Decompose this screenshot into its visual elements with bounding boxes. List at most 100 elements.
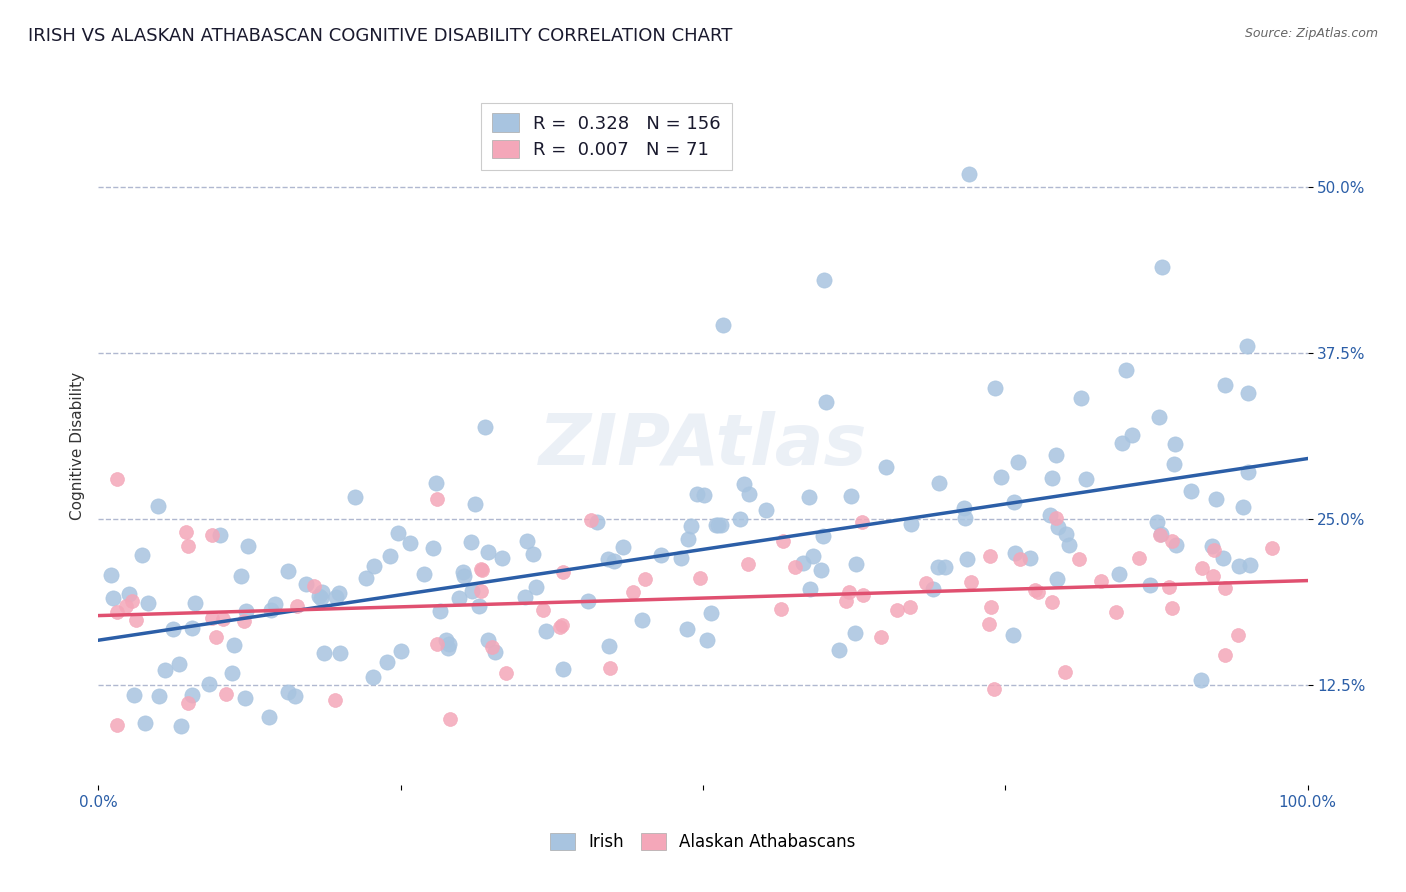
Point [1236,339,1258,353]
Point [439,712,461,726]
Point [302,579,325,593]
Point [1160,600,1182,615]
Point [481,640,503,654]
Point [378,549,401,564]
Point [799,491,821,505]
Point [1166,538,1188,552]
Point [612,540,634,554]
Point [1057,537,1080,551]
Point [755,503,778,517]
Point [1026,585,1049,599]
Point [1108,566,1130,581]
Point [204,630,226,644]
Point [852,588,875,602]
Point [453,569,475,583]
Point [363,559,385,574]
Point [221,666,243,681]
Legend: Irish, Alaskan Athabascans: Irish, Alaskan Athabascans [544,827,862,858]
Point [343,490,366,504]
Point [308,589,330,603]
Point [1004,546,1026,560]
Point [671,550,693,565]
Point [264,598,287,612]
Point [960,575,983,590]
Point [121,594,143,608]
Point [136,596,159,610]
Point [162,622,184,636]
Point [522,547,544,561]
Point [232,615,254,629]
Point [238,539,260,553]
Point [710,517,733,532]
Point [1115,363,1137,377]
Point [851,515,873,529]
Point [329,646,352,660]
Point [101,591,124,606]
Point [413,566,436,581]
Point [990,470,1012,484]
Point [813,273,835,287]
Point [738,487,761,501]
Point [534,624,557,639]
Point [811,529,834,543]
Point [1149,409,1171,424]
Point [839,489,862,503]
Point [491,551,513,566]
Point [169,657,191,671]
Text: IRISH VS ALASKAN ATHABASCAN COGNITIVE DISABILITY CORRELATION CHART: IRISH VS ALASKAN ATHABASCAN COGNITIVE DI… [28,27,733,45]
Point [835,594,858,608]
Point [1261,541,1284,556]
Point [389,644,412,658]
Point [375,655,398,669]
Point [1213,581,1236,595]
Point [148,689,170,703]
Point [585,516,607,530]
Point [1139,577,1161,591]
Point [704,518,727,533]
Point [1008,552,1031,566]
Point [1152,260,1174,274]
Point [686,487,709,501]
Point [1039,508,1062,522]
Point [1053,665,1076,679]
Point [678,532,700,546]
Point [471,564,494,578]
Point [229,569,252,583]
Point [1090,574,1112,589]
Point [1191,560,1213,574]
Point [1212,550,1234,565]
Point [1002,495,1025,509]
Point [1146,515,1168,529]
Point [1213,378,1236,392]
Point [235,690,257,705]
Point [422,541,444,555]
Point [434,633,457,648]
Point [711,318,734,332]
Point [927,560,949,574]
Point [125,613,148,627]
Point [1236,465,1258,479]
Point [1189,673,1212,688]
Point [1201,539,1223,553]
Point [1232,500,1254,514]
Point [1040,470,1063,484]
Point [1227,559,1250,574]
Point [1105,605,1128,619]
Point [551,618,574,632]
Point [792,556,814,570]
Point [1121,427,1143,442]
Point [277,685,299,699]
Point [1180,484,1202,499]
Point [1213,648,1236,662]
Point [257,710,280,724]
Point [979,549,1001,564]
Point [980,599,1002,614]
Point [328,586,350,600]
Point [828,643,851,657]
Point [1150,527,1173,541]
Point [100,568,122,582]
Point [451,566,474,580]
Point [814,395,837,409]
Point [426,637,449,651]
Point [634,572,657,586]
